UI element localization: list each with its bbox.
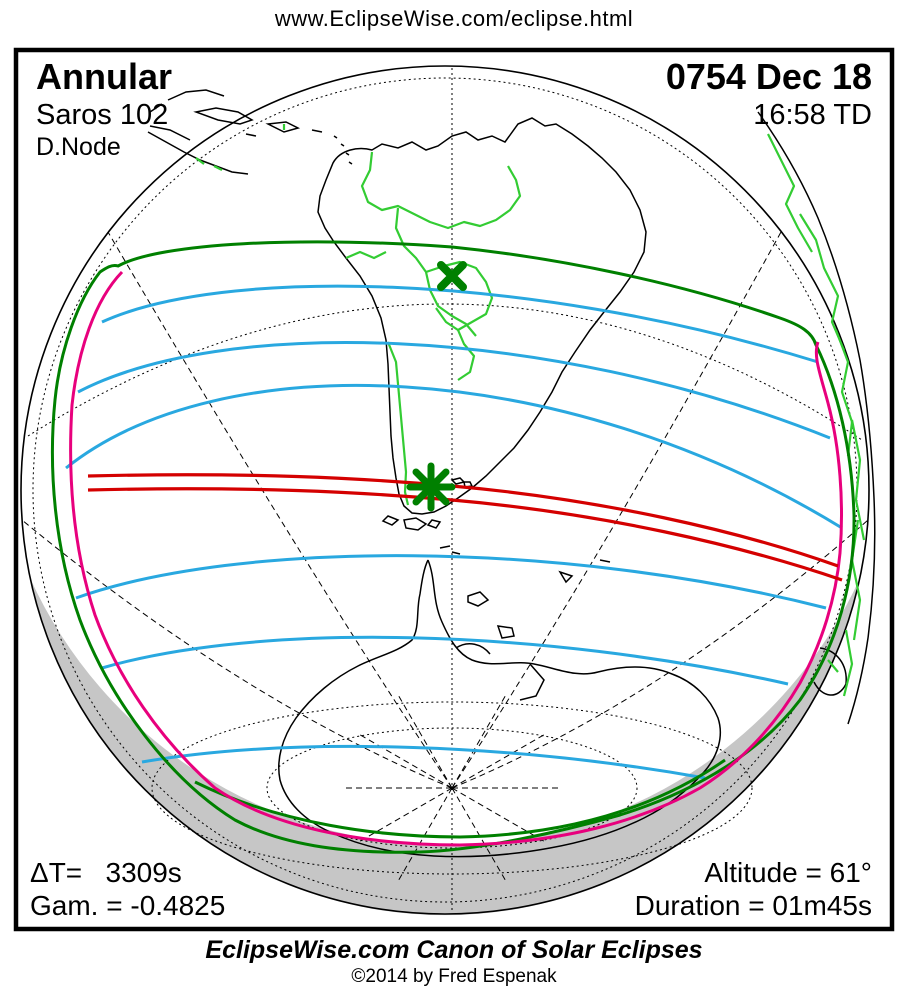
gamma-label: Gam. = -0.4825 bbox=[30, 889, 226, 921]
annular-path bbox=[87, 473, 843, 582]
saros-label: Saros 102 bbox=[36, 99, 169, 132]
sunrise-sunset-curve bbox=[69, 270, 843, 847]
green-x-marker bbox=[437, 261, 467, 291]
duration-label: Duration = 01m45s bbox=[634, 889, 872, 921]
green-asterisk-marker bbox=[406, 462, 456, 512]
page-title-url: www.EclipseWise.com/eclipse.html bbox=[274, 6, 634, 31]
delta-t-label: ΔT= 3309s bbox=[30, 856, 182, 888]
eclipse-type-block: Annular Saros 102 D.Node bbox=[36, 56, 172, 162]
night-shading bbox=[30, 578, 860, 916]
node-label: D.Node bbox=[36, 132, 121, 161]
copyright-notice: ©2014 by Fred Espenak bbox=[351, 966, 557, 987]
eclipse-time-label: 16:58 TD bbox=[753, 99, 872, 132]
eclipse-params-right: Altitude = 61° Duration = 01m45s bbox=[635, 856, 872, 922]
canon-title: EclipseWise.com Canon of Solar Eclipses bbox=[205, 936, 703, 964]
penumbral-limit-curves bbox=[50, 240, 856, 854]
map-frame bbox=[13, 47, 895, 932]
eclipse-date-block: 0754 Dec 18 16:58 TD bbox=[666, 56, 872, 133]
country-borders bbox=[195, 124, 866, 697]
eclipse-params-left: ΔT= 3309s Gam. = -0.4825 bbox=[30, 856, 225, 922]
eclipse-type-label: Annular bbox=[36, 56, 173, 97]
eclipse-date-label: 0754 Dec 18 bbox=[665, 56, 872, 97]
magnitude-contours bbox=[65, 284, 843, 780]
altitude-label: Altitude = 61° bbox=[704, 856, 872, 888]
globe-limb bbox=[20, 65, 870, 915]
